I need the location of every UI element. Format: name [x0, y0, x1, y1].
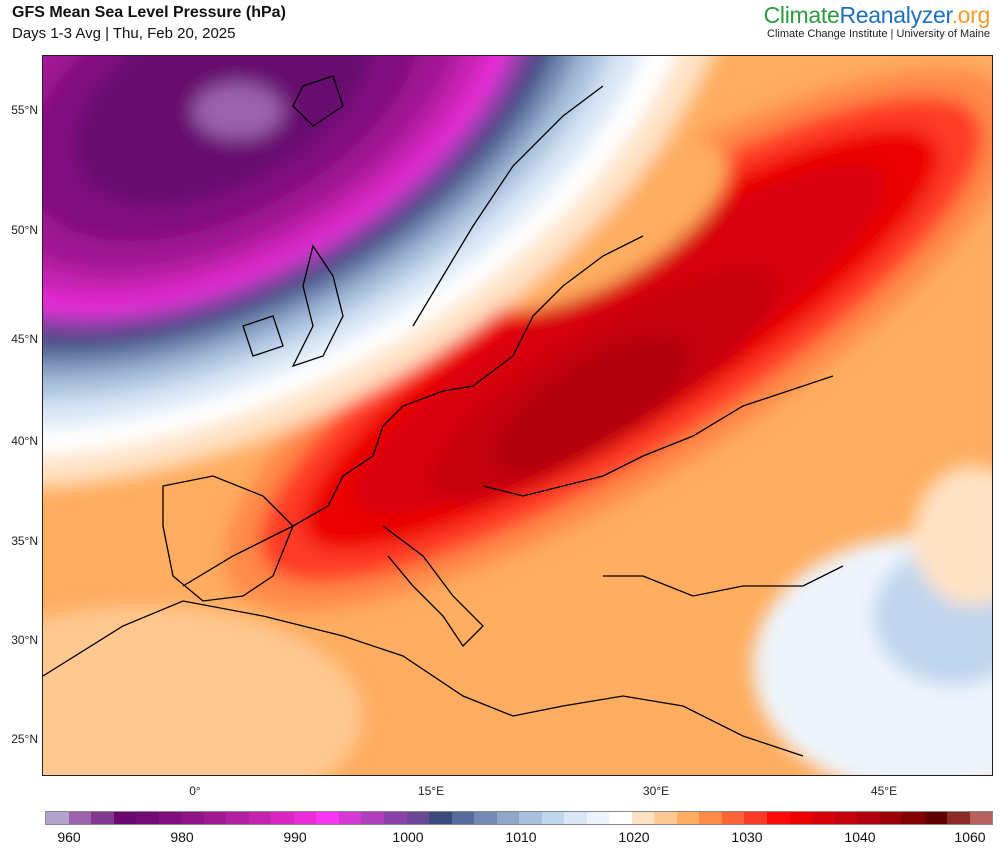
colorbar-bin [744, 812, 767, 824]
colorbar-bin [429, 812, 452, 824]
pressure-field [43, 56, 992, 775]
colorbar-bin [609, 812, 632, 824]
colorbar-bin [181, 812, 204, 824]
colorbar-bin [158, 812, 182, 824]
colorbar-bin [68, 812, 92, 824]
colorbar-bin [676, 812, 700, 824]
colorbar-bin [226, 812, 249, 824]
colorbar-bin [834, 812, 858, 824]
colorbar-bin [924, 812, 948, 824]
map-title: GFS Mean Sea Level Pressure (hPa) [12, 4, 286, 21]
colorbar-bin [46, 812, 69, 824]
coastlines [43, 75, 844, 757]
map-subtitle: Days 1-3 Avg | Thu, Feb 20, 2025 [12, 25, 236, 42]
colorbar-bin [474, 812, 497, 824]
colorbar-label: 1020 [618, 829, 650, 845]
lat-label: 55°N [11, 103, 38, 117]
lat-label: 45°N [11, 332, 38, 346]
colorbar-bin [586, 812, 610, 824]
colorbar-label: 1060 [954, 829, 986, 845]
climate-reanalyzer-logo[interactable]: ClimateReanalyzer.org Climate Change Ins… [763, 2, 991, 40]
colorbar-bin [969, 812, 993, 824]
colorbar-bin [136, 812, 159, 824]
pressure-map [42, 55, 993, 776]
colorbar-bin [338, 812, 362, 824]
colorbar-bin [248, 812, 272, 824]
colorbar-bin [631, 812, 655, 824]
colorbar-bin [113, 812, 137, 824]
lon-label: 30°E [642, 784, 670, 798]
lon-label: 45°E [870, 784, 898, 798]
lat-label: 50°N [11, 223, 38, 237]
colorbar-bin [857, 812, 880, 824]
colorbar-bin [947, 812, 970, 824]
colorbar-bin [496, 812, 520, 824]
colorbar-bin [451, 812, 475, 824]
colorbar-bin [383, 812, 407, 824]
logo-part: Climate [763, 2, 840, 28]
colorbar-bin [902, 812, 925, 824]
colorbar-label: 990 [283, 829, 307, 845]
colorbar-label: 1030 [731, 829, 763, 845]
lon-label: 0° [189, 784, 201, 798]
lat-label: 40°N [11, 434, 38, 448]
colorbar-bin [767, 812, 790, 824]
colorbar-bin [361, 812, 384, 824]
colorbar-bin [271, 812, 294, 824]
colorbar-label: 1000 [392, 829, 424, 845]
lat-label: 30°N [11, 633, 38, 647]
colorbar-bin [541, 812, 565, 824]
colorbar-bin [564, 812, 587, 824]
lon-label: 15°E [417, 784, 445, 798]
colorbar-label: 980 [170, 829, 194, 845]
colorbar-bin [721, 812, 745, 824]
colorbar-bin [91, 812, 114, 824]
colorbar-label: 1040 [844, 829, 876, 845]
colorbar-bin [654, 812, 677, 824]
colorbar-label: 960 [57, 829, 81, 845]
colorbar-bin [293, 812, 317, 824]
logo-part: .org [951, 2, 991, 28]
colorbar-bin [699, 812, 722, 824]
colorbar-bin [203, 812, 227, 824]
colorbar-bin [789, 812, 813, 824]
colorbar-bin [879, 812, 903, 824]
colorbar-label: 1010 [505, 829, 537, 845]
logo-tagline: Climate Change Institute | University of… [767, 28, 990, 40]
lat-label: 25°N [11, 732, 38, 746]
lat-label: 35°N [11, 534, 38, 548]
colorbar-bin [812, 812, 835, 824]
logo-part: Reanalyzer [839, 2, 952, 28]
colorbar [45, 811, 993, 825]
colorbar-bin [316, 812, 339, 824]
colorbar-bin [519, 812, 542, 824]
colorbar-bin [406, 812, 430, 824]
